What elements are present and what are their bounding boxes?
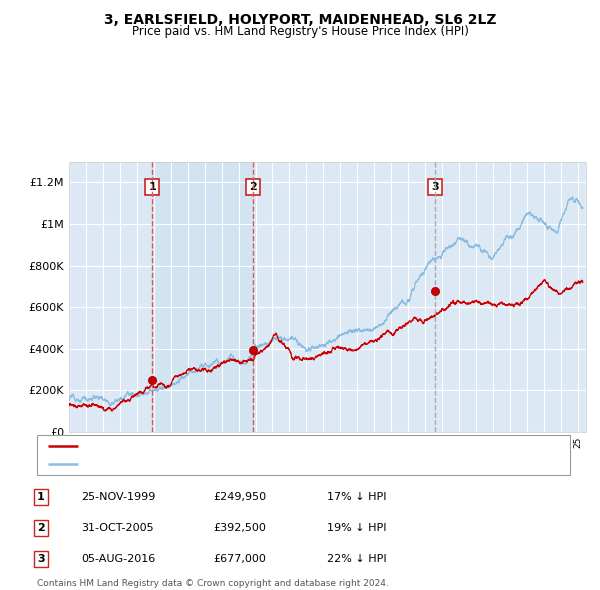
- Text: 25-NOV-1999: 25-NOV-1999: [81, 493, 155, 502]
- Text: 3, EARLSFIELD, HOLYPORT, MAIDENHEAD, SL6 2LZ (detached house): 3, EARLSFIELD, HOLYPORT, MAIDENHEAD, SL6…: [84, 441, 425, 451]
- Text: 22% ↓ HPI: 22% ↓ HPI: [327, 554, 386, 563]
- Text: 1: 1: [148, 182, 156, 192]
- Bar: [152, 162, 253, 432]
- Text: 3: 3: [431, 182, 439, 192]
- Point: [430, 286, 440, 296]
- Text: 05-AUG-2016: 05-AUG-2016: [81, 554, 155, 563]
- Text: 2: 2: [249, 182, 257, 192]
- Text: £249,950: £249,950: [213, 493, 266, 502]
- Text: £392,500: £392,500: [213, 523, 266, 533]
- Text: £677,000: £677,000: [213, 554, 266, 563]
- Text: 31-OCT-2005: 31-OCT-2005: [81, 523, 154, 533]
- Point: [147, 375, 157, 385]
- Text: 3: 3: [37, 554, 44, 563]
- Text: 1: 1: [37, 493, 44, 502]
- Text: Contains HM Land Registry data © Crown copyright and database right 2024.: Contains HM Land Registry data © Crown c…: [37, 579, 389, 588]
- Text: 2: 2: [37, 523, 44, 533]
- Text: 17% ↓ HPI: 17% ↓ HPI: [327, 493, 386, 502]
- Text: 3, EARLSFIELD, HOLYPORT, MAIDENHEAD, SL6 2LZ: 3, EARLSFIELD, HOLYPORT, MAIDENHEAD, SL6…: [104, 13, 496, 27]
- Text: 19% ↓ HPI: 19% ↓ HPI: [327, 523, 386, 533]
- Text: Price paid vs. HM Land Registry's House Price Index (HPI): Price paid vs. HM Land Registry's House …: [131, 25, 469, 38]
- Point: [248, 346, 257, 355]
- Text: HPI: Average price, detached house, Windsor and Maidenhead: HPI: Average price, detached house, Wind…: [84, 459, 395, 469]
